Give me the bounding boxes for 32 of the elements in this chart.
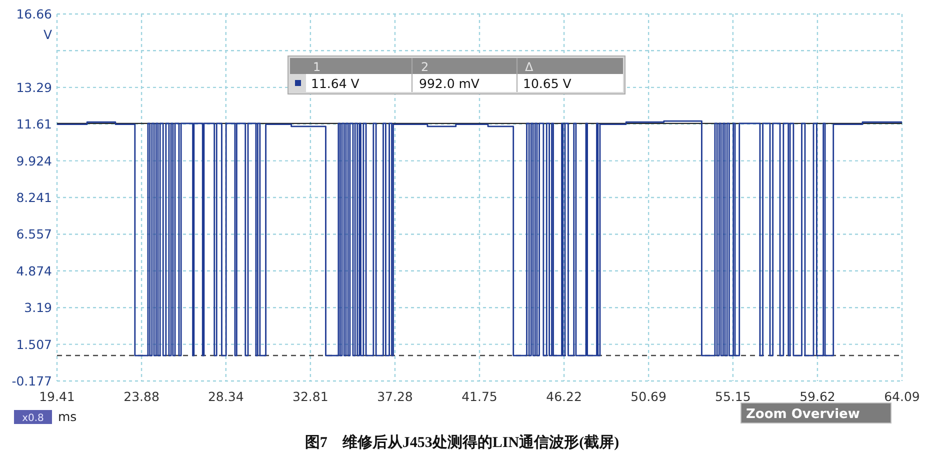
annotation: 992.0 mV xyxy=(419,76,480,91)
x-tick-label: 32.81 xyxy=(292,389,328,404)
x-tick-label: 28.34 xyxy=(208,389,244,404)
y-tick-label: 3.19 xyxy=(24,300,52,316)
text: 图7 维修后从J453处测得的LIN通信波形(截屏) xyxy=(304,433,620,451)
x-tick-label: 50.69 xyxy=(630,389,667,404)
y-tick-label: -0.177 xyxy=(12,374,52,388)
x-tick-label: 55.15 xyxy=(715,389,751,404)
y-tick-label: 16.66 xyxy=(16,6,52,22)
x-tick-label: 64.09 xyxy=(884,389,920,404)
y-tick-label: 8.241 xyxy=(16,190,52,206)
y-tick-label: 6.557 xyxy=(16,226,52,242)
x-tick-label: 46.22 xyxy=(546,389,582,404)
y-tick-label: 11.61 xyxy=(16,116,52,132)
annotation: Δ xyxy=(525,60,534,74)
annotation: 1 xyxy=(313,60,321,74)
y-tick-label: 1.507 xyxy=(16,336,52,352)
y-tick-label: 13.29 xyxy=(16,80,52,95)
x-tick-label: 23.88 xyxy=(124,389,160,404)
x-axis-title: ms xyxy=(58,409,77,424)
text: x0.8 xyxy=(22,413,44,424)
y-axis-title: V xyxy=(43,27,52,42)
x-tick-label: 41.75 xyxy=(462,389,498,404)
x-tick-label: 59.62 xyxy=(800,389,836,404)
annotation: 11.64 V xyxy=(311,76,360,91)
annotation: 10.65 V xyxy=(523,76,572,91)
x-tick-label: 19.41 xyxy=(39,389,75,404)
text: Zoom Overview xyxy=(746,407,860,422)
annotation: 2 xyxy=(421,60,429,74)
y-tick-label: 9.924 xyxy=(16,153,52,168)
x-tick-label: 37.28 xyxy=(377,389,413,404)
y-tick-label: 4.874 xyxy=(16,263,52,278)
